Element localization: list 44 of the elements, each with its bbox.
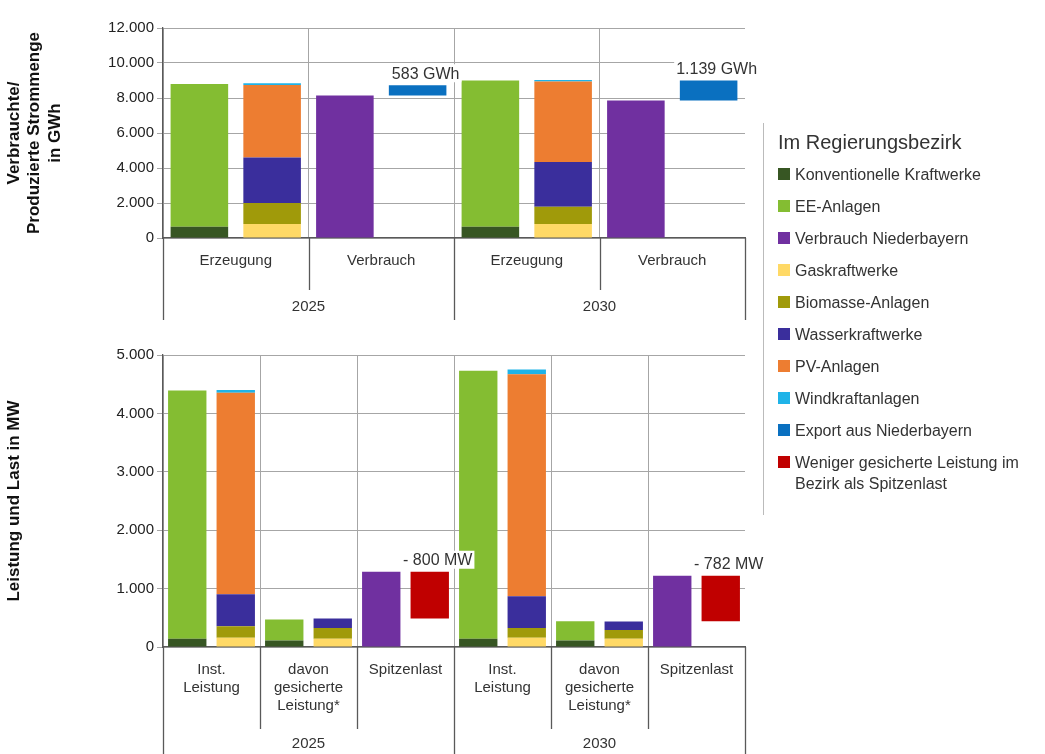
- x-tick-label: davon gesicherte Leistung*: [273, 660, 344, 714]
- y-tick-label: 5.000: [116, 345, 154, 363]
- data-label: - 782 MW: [694, 555, 765, 573]
- legend-label: Wasserkraftwerke: [795, 325, 923, 345]
- data-label: 583 GWh: [391, 64, 460, 82]
- legend-label: Weniger gesicherte Leistung im Bezirk als Spitzenlast: [795, 453, 1020, 494]
- data-label: - 800 MW: [403, 551, 474, 569]
- x-tick-label: Erzeugung: [199, 251, 273, 269]
- legend-label: Gaskraftwerke: [795, 261, 899, 281]
- legend-label: Konventionelle Kraftwerke: [795, 165, 981, 185]
- y-tick-label: 4.000: [116, 158, 154, 176]
- y-tick-label: 2.000: [116, 193, 154, 211]
- y-tick-label: 12.000: [108, 18, 154, 36]
- y-axis-title: Verbrauchte/ Produzierte Strommenge in GWh: [3, 31, 64, 235]
- legend-label: Verbrauch Niederbayern: [795, 229, 969, 249]
- legend-label: Export aus Niederbayern: [795, 421, 972, 441]
- y-tick-label: 0: [145, 637, 154, 655]
- text: 2030: [582, 297, 617, 315]
- legend-label: Biomasse-Anlagen: [795, 293, 930, 313]
- y-tick-label: 3.000: [116, 461, 154, 479]
- text: 2025: [291, 297, 326, 315]
- y-axis-title: Leistung und Last in MW: [3, 399, 23, 602]
- y-tick-label: 4.000: [116, 403, 154, 421]
- y-tick-label: 6.000: [116, 123, 154, 141]
- data-label: 1.139 GWh: [676, 59, 758, 77]
- y-tick-label: 0: [145, 228, 154, 246]
- x-tick-label: Spitzenlast: [368, 660, 444, 678]
- text: 2025: [291, 733, 326, 751]
- x-tick-label: Verbrauch: [347, 251, 416, 269]
- x-tick-label: Spitzenlast: [659, 660, 735, 678]
- x-tick-label: davon gesicherte Leistung*: [564, 660, 635, 714]
- y-tick-label: 2.000: [116, 520, 154, 538]
- y-tick-label: 8.000: [116, 88, 154, 106]
- legend-title: Im Regierungsbezirk: [778, 131, 963, 154]
- legend-label: EE-Anlagen: [795, 197, 881, 217]
- text: 2030: [582, 733, 617, 751]
- y-tick-label: 10.000: [108, 53, 154, 71]
- legend-label: Windkraftanlagen: [795, 389, 920, 409]
- x-tick-label: Inst. Leistung: [474, 660, 531, 696]
- x-tick-label: Erzeugung: [490, 251, 564, 269]
- x-tick-label: Verbrauch: [638, 251, 707, 269]
- x-tick-label: Inst. Leistung: [183, 660, 240, 696]
- y-tick-label: 1.000: [116, 578, 154, 596]
- legend-label: PV-Anlagen: [795, 357, 880, 377]
